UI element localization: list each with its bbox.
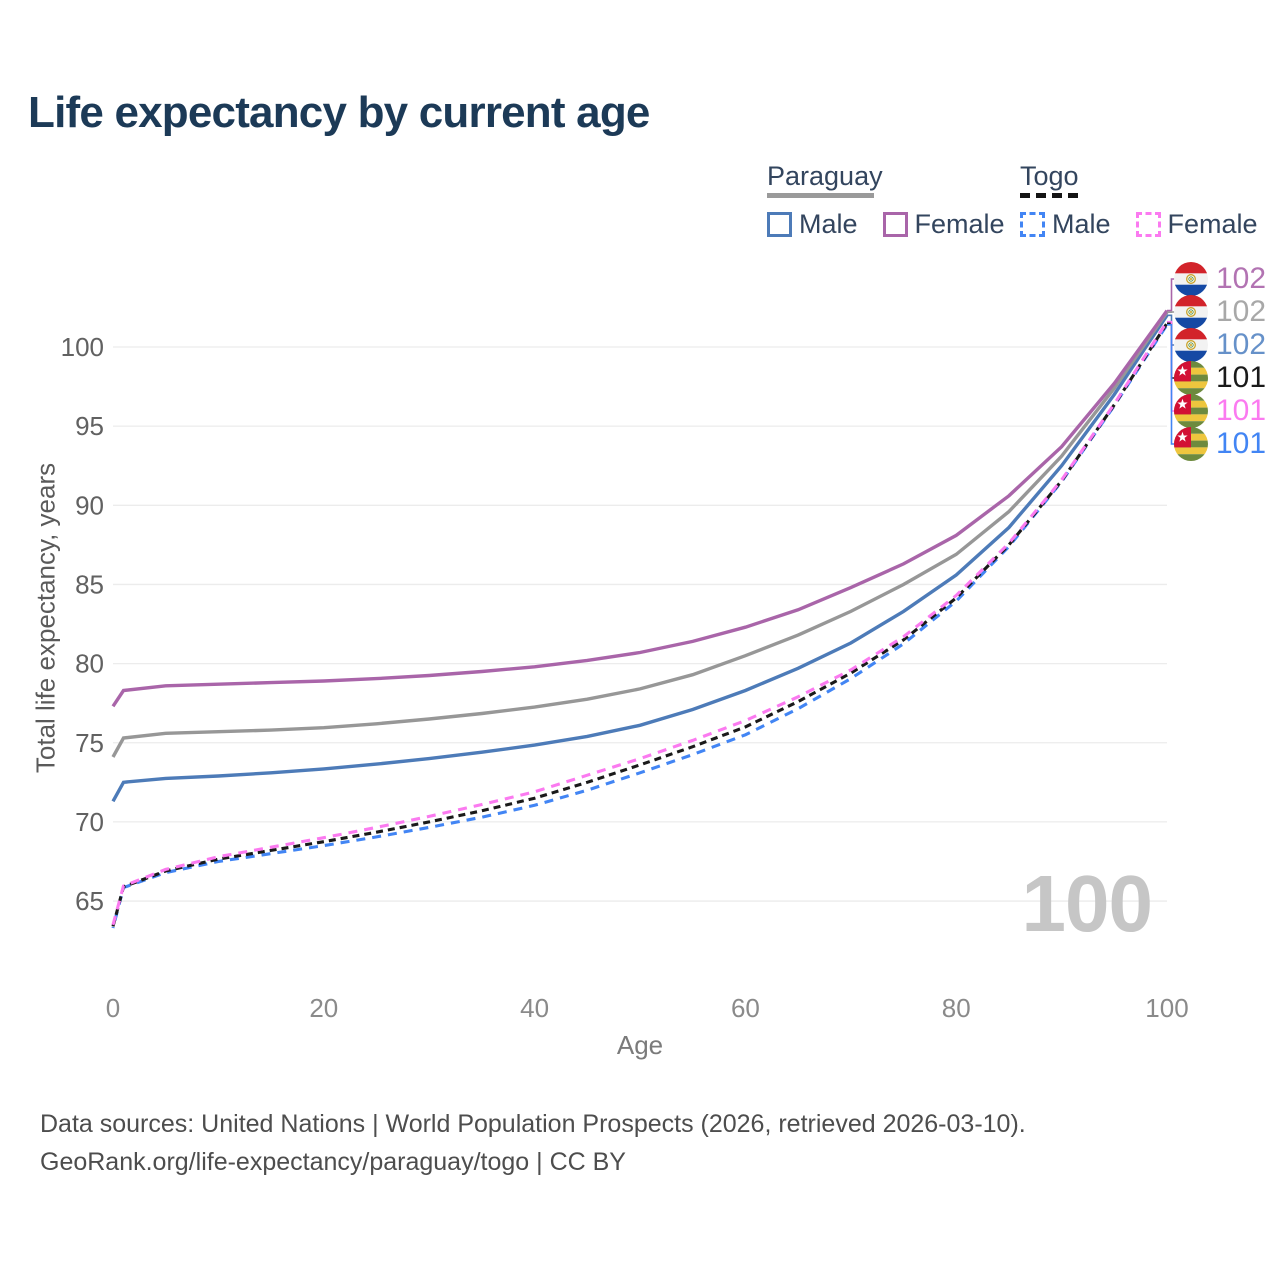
y-tick-label: 65 <box>75 886 104 916</box>
gridlines <box>113 346 1167 902</box>
y-tick-label: 100 <box>61 332 104 362</box>
endpoint-label-togo-both-sexes-[interactable]: 101 <box>1174 361 1266 395</box>
series-line-togo-female[interactable] <box>111 320 1169 926</box>
legend-item-togo-male[interactable]: Male <box>1020 209 1111 240</box>
endpoint-value: 101 <box>1216 427 1267 460</box>
legend-group-paraguay: Paraguay Male Female <box>767 162 1030 240</box>
leader-line <box>1167 324 1176 445</box>
legend-label: Male <box>799 209 858 239</box>
endpoint-value: 101 <box>1216 361 1267 394</box>
endpoint-leader-lines <box>1167 278 1176 445</box>
legend-item-togo-female[interactable]: Female <box>1135 209 1258 240</box>
paraguay-line-style-sample <box>767 193 874 198</box>
togo-female-swatch-icon <box>1135 212 1161 237</box>
togo-flag-icon <box>1174 361 1208 395</box>
series-line-togo-male[interactable] <box>111 323 1169 929</box>
paraguay-flag-icon <box>1174 328 1208 362</box>
endpoint-label-togo-female[interactable]: 101 <box>1174 394 1266 428</box>
data-sources-note: Data sources: United Nations | World Pop… <box>40 1110 1026 1138</box>
paraguay-male-swatch-icon <box>767 212 792 237</box>
y-tick-label: 80 <box>75 649 104 679</box>
page-title: Life expectancy by current age <box>28 88 650 137</box>
endpoint-value: 102 <box>1216 262 1267 295</box>
x-tick-label: 40 <box>520 993 549 1023</box>
x-tick-label: 0 <box>106 993 120 1023</box>
y-tick-label: 85 <box>75 569 104 599</box>
endpoint-label-paraguay-both-sexes-[interactable]: 102 <box>1174 295 1266 329</box>
legend-country-paraguay[interactable]: Paraguay <box>767 161 883 191</box>
y-axis-tick-labels: 65 70 75 80 85 90 95 100 <box>61 332 104 916</box>
endpoint-value: 102 <box>1216 295 1267 328</box>
x-tick-label: 100 <box>1145 993 1188 1023</box>
series-lines <box>111 309 1169 929</box>
attribution-link: GeoRank.org/life-expectancy/paraguay/tog… <box>40 1148 626 1176</box>
legend-item-paraguay-female[interactable]: Female <box>882 209 1005 240</box>
endpoint-label-paraguay-female[interactable]: 102 <box>1174 262 1266 296</box>
legend-country-togo[interactable]: Togo <box>1020 161 1079 191</box>
legend-item-paraguay-male[interactable]: Male <box>767 209 858 240</box>
paraguay-female-swatch-icon <box>882 212 908 237</box>
y-tick-label: 90 <box>75 490 104 520</box>
y-tick-label: 70 <box>75 807 104 837</box>
y-tick-label: 75 <box>75 728 104 758</box>
series-line-togo-both-sexes-[interactable] <box>111 322 1169 927</box>
paraguay-flag-icon <box>1174 262 1208 296</box>
endpoint-label-togo-male[interactable]: 101 <box>1174 427 1266 461</box>
legend-label: Female <box>914 209 1005 239</box>
endpoint-value: 101 <box>1216 394 1267 427</box>
hovered-age-watermark: 100 <box>1021 859 1153 948</box>
series-line-paraguay-male[interactable] <box>111 314 1169 803</box>
x-tick-label: 20 <box>309 993 338 1023</box>
endpoint-label-paraguay-male[interactable]: 102 <box>1174 328 1266 362</box>
togo-line-style-sample <box>1020 193 1078 198</box>
x-tick-label: 60 <box>731 993 760 1023</box>
legend-group-togo: Togo Male Female <box>1020 162 1280 240</box>
x-axis-tick-labels: 0 20 40 60 80 100 <box>106 993 1189 1023</box>
series-line-paraguay-both-sexes-[interactable] <box>111 311 1169 758</box>
togo-flag-icon <box>1174 427 1208 461</box>
legend-label: Female <box>1167 209 1258 239</box>
legend-label: Male <box>1052 209 1111 239</box>
paraguay-flag-icon <box>1174 295 1208 329</box>
x-axis-title: Age <box>616 1030 664 1060</box>
y-tick-label: 95 <box>75 411 104 441</box>
endpoint-value: 102 <box>1216 328 1267 361</box>
togo-male-swatch-icon <box>1020 212 1045 237</box>
series-line-paraguay-female[interactable] <box>111 309 1169 708</box>
x-tick-label: 80 <box>942 993 971 1023</box>
leader-line <box>1167 278 1176 312</box>
togo-flag-icon <box>1174 394 1208 428</box>
